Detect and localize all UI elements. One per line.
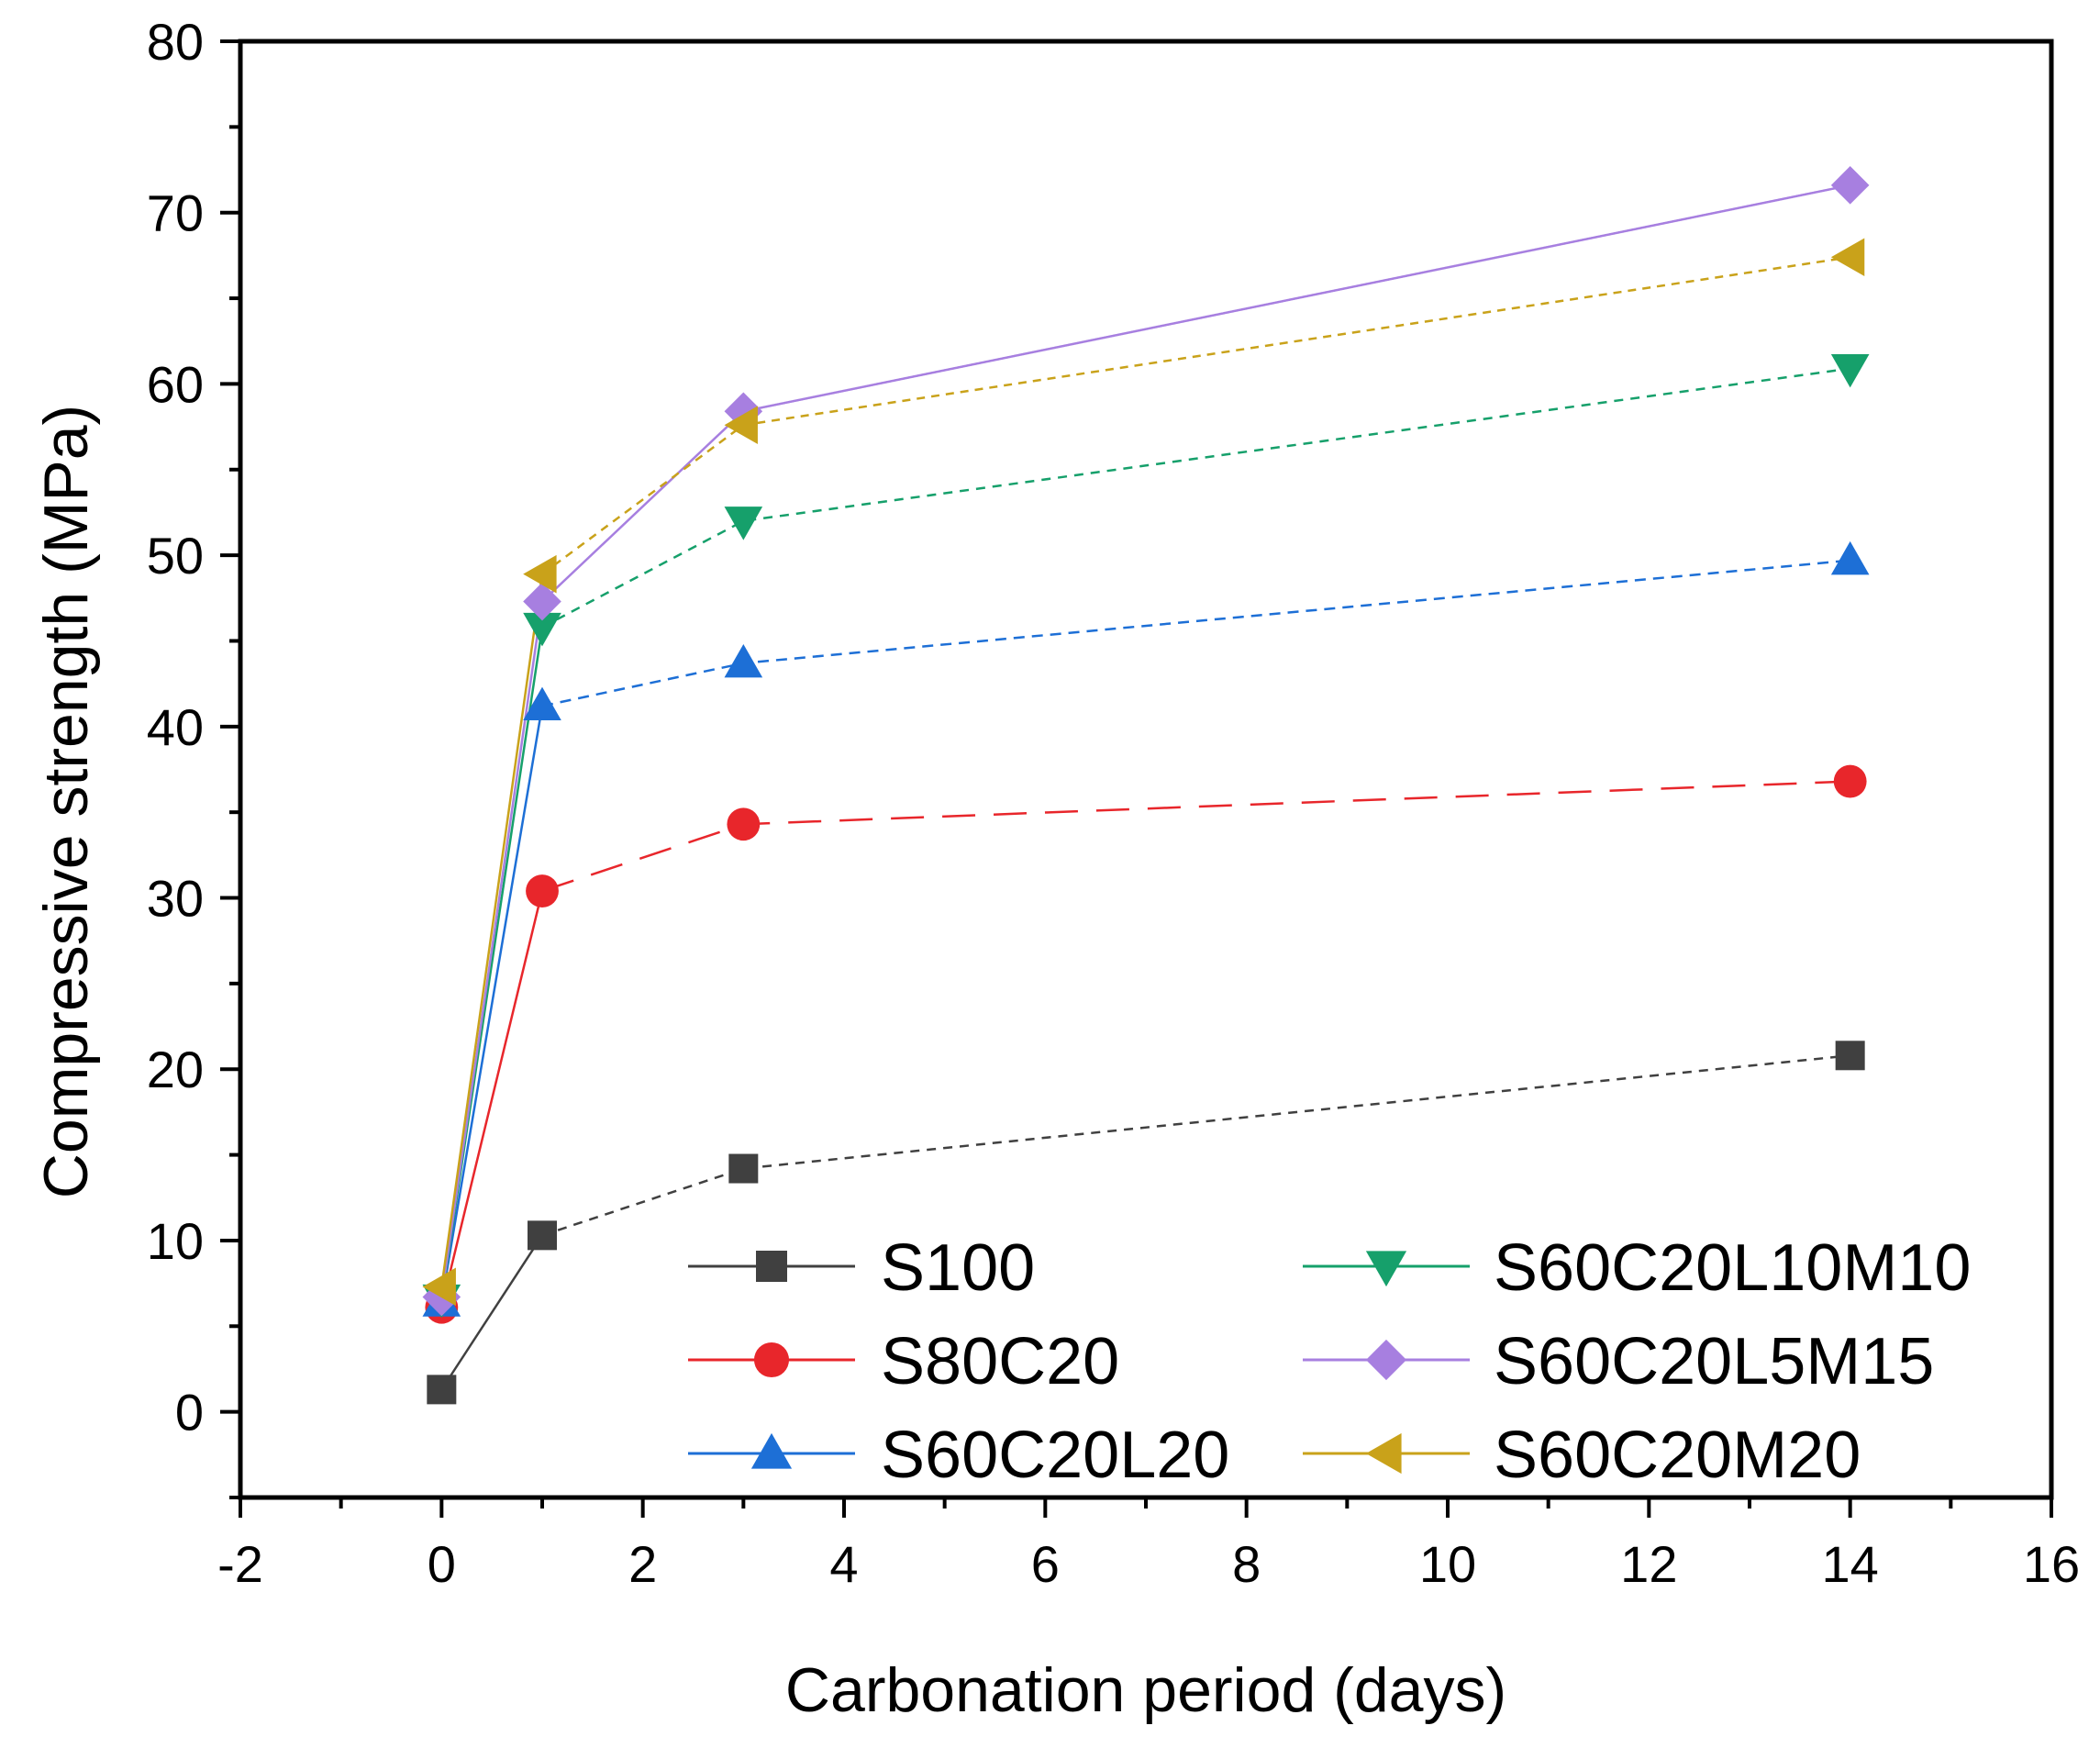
data-point-S60C20L20 <box>724 643 763 678</box>
series-line-S60C20L20 <box>541 559 1850 707</box>
x-tick-label: 6 <box>1031 1535 1060 1593</box>
y-tick-label: 20 <box>147 1041 204 1098</box>
x-tick-label: -2 <box>217 1535 263 1593</box>
x-axis-title: Carbonation period (days) <box>785 1655 1506 1725</box>
y-tick-label: 80 <box>147 13 204 71</box>
series-line-S60C20M20 <box>440 573 544 1287</box>
series-markers <box>422 166 1870 1405</box>
legend: S100 S80C20 S60C20L20 S60C20L10M10 S60C20L5M… <box>688 1231 1971 1492</box>
data-point-S60C20L10M10 <box>523 612 561 647</box>
data-point-S60C20M20 <box>523 554 557 594</box>
legend-marker-S60C20L10M10 <box>1365 1251 1407 1287</box>
x-tick-label: 0 <box>428 1535 456 1593</box>
data-point-S100 <box>728 1153 759 1184</box>
data-point-S60C20L5M15 <box>1830 166 1870 205</box>
legend-marker-S60C20M20 <box>1365 1432 1402 1475</box>
data-point-S100 <box>1835 1041 1865 1071</box>
data-point-S60C20L10M10 <box>724 507 763 540</box>
x-tick-label: 16 <box>2023 1535 2080 1593</box>
data-point-S60C20M20 <box>422 1267 456 1307</box>
x-tick-label: 8 <box>1232 1535 1261 1593</box>
data-point-S60C20L10M10 <box>1830 354 1870 388</box>
y-tick-label: 30 <box>147 870 204 928</box>
legend-marker-S60C20L20 <box>750 1432 793 1469</box>
x-tick-label: 14 <box>1822 1535 1879 1593</box>
data-point-S100 <box>528 1220 557 1251</box>
series-line-S60C20L5M15 <box>541 184 1850 603</box>
x-tick-label: 4 <box>829 1535 858 1593</box>
legend-label-S80C20: S80C20 <box>881 1325 1119 1398</box>
y-tick-label: 10 <box>147 1212 204 1270</box>
y-tick-label: 70 <box>147 184 204 242</box>
y-tick-label: 0 <box>175 1384 204 1442</box>
data-point-S60C20L20 <box>523 686 561 721</box>
legend-marker-S60C20L5M15 <box>1365 1339 1407 1381</box>
x-tick-label: 2 <box>628 1535 657 1593</box>
x-tick-label: 10 <box>1419 1535 1476 1593</box>
data-point-S100 <box>427 1375 457 1405</box>
data-point-S80C20 <box>1833 764 1867 798</box>
series-line-S100 <box>440 1234 544 1391</box>
legend-label-S100: S100 <box>881 1231 1035 1305</box>
legend-label-S60C20M20: S60C20M20 <box>1494 1419 1861 1492</box>
data-point-S60C20L5M15 <box>523 582 561 621</box>
x-tick-label: 12 <box>1620 1535 1677 1593</box>
y-tick-label: 60 <box>147 355 204 413</box>
y-tick-label: 50 <box>147 527 204 585</box>
legend-label-S60C20L10M10: S60C20L10M10 <box>1494 1231 1971 1305</box>
data-point-S60C20L20 <box>1830 540 1870 575</box>
y-axis-title: Compressive strength (MPa) <box>31 405 101 1198</box>
legend-marker-S100 <box>756 1251 787 1282</box>
data-point-S80C20 <box>526 874 559 907</box>
legend-label-S60C20L20: S60C20L20 <box>881 1419 1229 1492</box>
legend-marker-S80C20 <box>753 1342 790 1378</box>
series-lines <box>440 184 1850 1391</box>
y-tick-label: 40 <box>147 698 204 756</box>
data-point-S60C20M20 <box>1830 238 1865 277</box>
data-point-S80C20 <box>727 807 761 841</box>
series-line-S100 <box>541 1054 1850 1237</box>
legend-label-S60C20L5M15: S60C20L5M15 <box>1494 1325 1934 1398</box>
series-line-S80C20 <box>440 890 544 1308</box>
axis-ticks <box>220 39 2053 1518</box>
axis-tick-labels: -2 0 2 4 6 8 10 12 14 16 0 10 20 30 40 50 60 70 80 <box>147 13 2080 1593</box>
data-point-S60C20M20 <box>724 406 758 445</box>
series-line-S60C20L20 <box>440 706 544 1303</box>
